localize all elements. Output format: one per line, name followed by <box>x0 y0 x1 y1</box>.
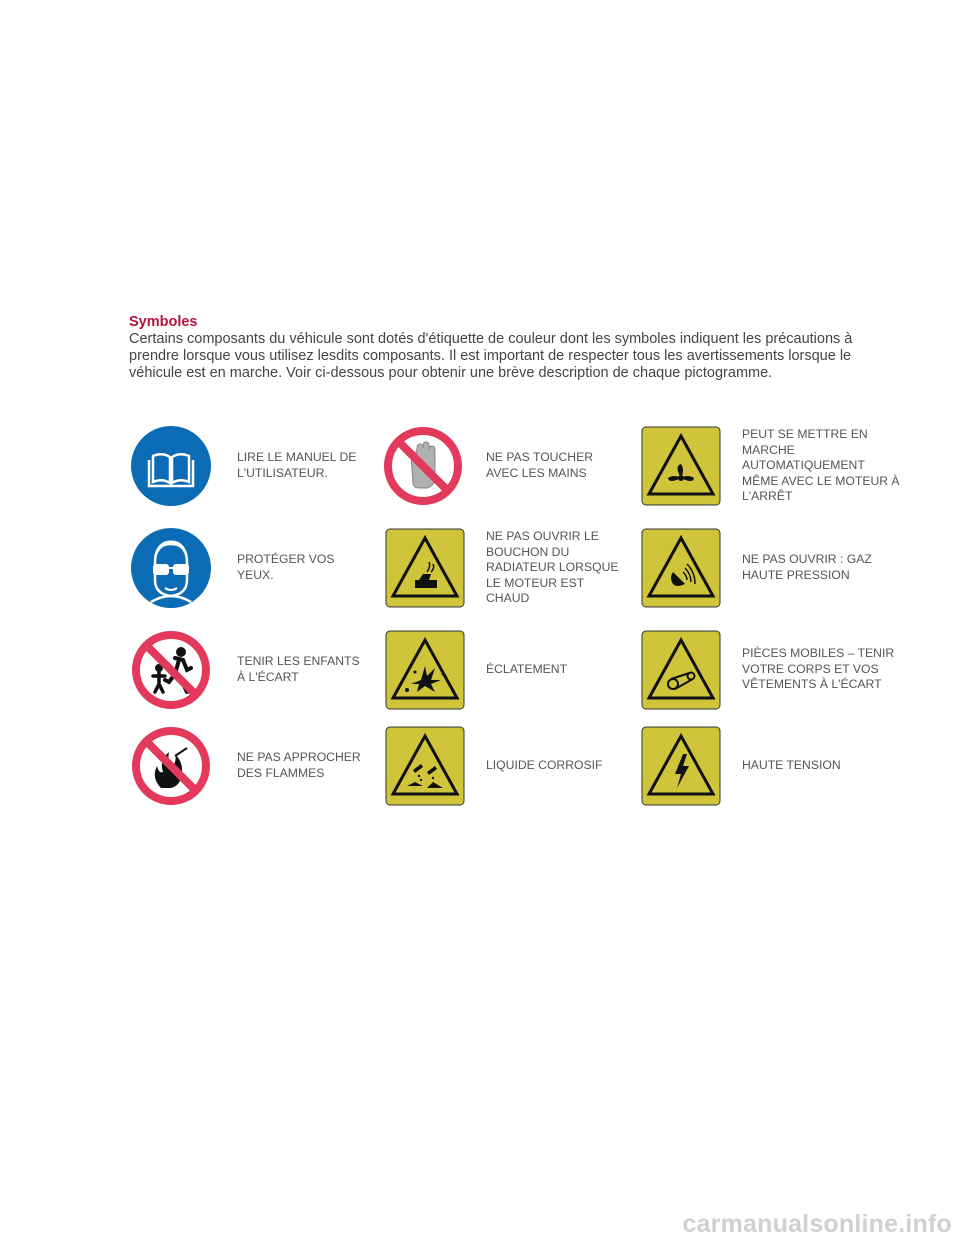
caption-no-flames: NE PAS APPROCHER DES FLAMMES <box>237 750 361 780</box>
caption-eye-protect: PROTÉGER VOS YEUX. <box>237 552 335 582</box>
caption-radiator-cap: NE PAS OUVRIR LE BOUCHON DU RADIATEUR LO… <box>486 529 619 605</box>
caption-auto-fan: PEUT SE METTRE EN MARCHE AUTOMATIQUEMENT… <box>742 427 900 503</box>
caption-moving-parts: PIÈCES MOBILES – TENIR VOTRE CORPS ET VO… <box>742 646 895 691</box>
corrosive-liquid-icon <box>385 726 465 806</box>
radiator-cap-warning-icon <box>385 528 465 608</box>
caption-children: TENIR LES ENFANTS À L'ÉCART <box>237 654 360 684</box>
keep-children-away-icon <box>131 630 211 710</box>
intro-paragraph: Certains composants du véhicule sont dot… <box>129 331 853 381</box>
eye-protection-icon <box>131 528 211 608</box>
caption-no-touch: NE PAS TOUCHER AVEC LES MAINS <box>486 450 594 480</box>
no-touch-hand-icon <box>383 426 463 506</box>
caption-explosion: ÉCLATEMENT <box>486 662 568 676</box>
explosion-warning-icon <box>385 630 465 710</box>
high-voltage-icon <box>641 726 721 806</box>
caption-high-voltage: HAUTE TENSION <box>742 758 841 772</box>
caption-read-manual: LIRE LE MANUEL DE L'UTILISATEUR. <box>237 450 357 480</box>
caption-corrosive: LIQUIDE CORROSIF <box>486 758 603 772</box>
caption-high-pressure: NE PAS OUVRIR : GAZ HAUTE PRESSION <box>742 552 872 582</box>
high-pressure-gas-icon <box>641 528 721 608</box>
moving-parts-warning-icon <box>641 630 721 710</box>
fan-warning-icon <box>641 426 721 506</box>
section-title: Symboles <box>129 314 198 330</box>
watermark: carmanualsonline.info <box>682 1210 952 1238</box>
no-flames-icon <box>131 726 211 806</box>
read-manual-icon <box>131 426 211 506</box>
